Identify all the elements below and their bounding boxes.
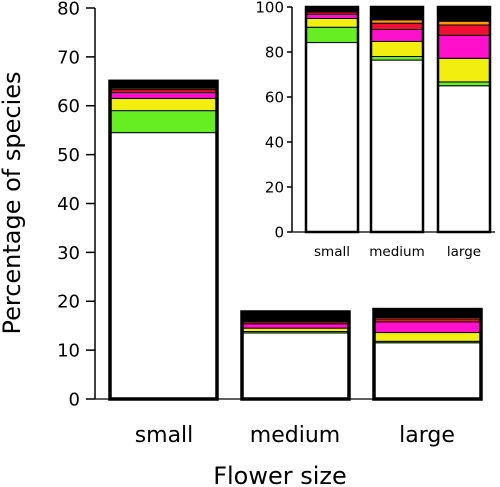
inset-y-tick-label: 0	[274, 223, 284, 241]
inset-bar-segment-green	[437, 81, 491, 87]
main-y-tick-label: 40	[57, 194, 80, 215]
inset-bar-segment-white	[370, 59, 424, 233]
main-bar-outline	[108, 79, 219, 401]
main-bar-segment-yellow	[373, 332, 482, 342]
inset-bar-segment-black	[437, 6, 491, 22]
inset-chart-axes: 0 20 40 60 80 100 small medium large	[255, 0, 495, 260]
inset-y-tick-label: 80	[265, 43, 284, 61]
main-y-tick-label: 10	[57, 341, 80, 362]
inset-bar-segment-white	[437, 85, 491, 233]
y-axis-title: Percentage of species	[0, 71, 26, 334]
main-chart-axes: 0 10 20 30 40 50 60 70 80 small medium large	[57, 0, 475, 448]
inset-bar-segment-green	[305, 26, 359, 44]
inset-bar-segment-yellow	[305, 17, 359, 28]
inset-bar-segment-magenta	[370, 29, 424, 42]
inset-bar-segment-green	[370, 56, 424, 61]
main-x-tick-label: large	[399, 423, 455, 448]
inset-y-tick-label: 40	[265, 133, 284, 151]
main-y-tick-label: 80	[57, 0, 80, 19]
inset-bar-segment-yellow	[437, 57, 491, 83]
main-bar-segment-white	[373, 342, 482, 400]
main-x-tick-label: small	[135, 423, 194, 448]
main-y-tick-label: 50	[57, 145, 80, 166]
inset-bar-segment-orange	[370, 19, 424, 24]
inset-chart-bars	[304, 5, 492, 234]
inset-bar-medium	[369, 5, 425, 234]
inset-bar-outline	[304, 5, 360, 234]
main-bar-outline	[240, 310, 351, 401]
main-bar-segment-magenta	[373, 321, 482, 334]
inset-bar-segment-yellow	[370, 40, 424, 57]
inset-bar-segment-orange	[437, 20, 491, 26]
inset-y-tick-label: 60	[265, 88, 284, 106]
main-bar-segment-magenta	[241, 323, 350, 329]
main-bar-segment-green	[109, 110, 218, 134]
main-bar-medium	[240, 310, 351, 401]
main-bar-segment-yellow	[241, 327, 350, 333]
main-x-tick-label: medium	[250, 423, 340, 448]
main-bar-segment-white	[241, 332, 350, 400]
inset-bar-segment-red	[370, 22, 424, 31]
inset-bar-segment-red	[437, 24, 491, 36]
inset-bar-large	[436, 5, 492, 234]
inset-x-tick-label: large	[447, 244, 481, 260]
main-y-tick-label: 0	[69, 389, 80, 410]
main-y-tick-label: 60	[57, 96, 80, 117]
main-bar-segment-yellow	[109, 97, 218, 112]
inset-bar-outline	[369, 5, 425, 234]
main-bar-small	[108, 79, 219, 401]
inset-bar-small	[304, 5, 360, 234]
main-y-tick-label: 20	[57, 292, 80, 313]
main-y-tick-label: 30	[57, 243, 80, 264]
x-axis-title: Flower size	[213, 462, 347, 487]
inset-x-tick-label: small	[314, 244, 350, 260]
inset-bar-segment-black	[370, 6, 424, 21]
main-bar-large	[372, 307, 483, 401]
inset-bar-segment-white	[305, 42, 359, 233]
inset-y-tick-label: 100	[255, 0, 284, 16]
main-bar-segment-white	[109, 132, 218, 400]
main-y-tick-label: 70	[57, 47, 80, 68]
main-bar-outline	[372, 307, 483, 401]
inset-bar-segment-magenta	[437, 34, 491, 59]
main-bar-segment-magenta	[109, 92, 218, 99]
inset-bar-segment-magenta	[305, 13, 359, 19]
inset-bar-outline	[436, 5, 492, 234]
inset-y-tick-label: 20	[265, 178, 284, 196]
inset-x-tick-label: medium	[369, 244, 424, 260]
main-chart-bars	[108, 79, 483, 401]
